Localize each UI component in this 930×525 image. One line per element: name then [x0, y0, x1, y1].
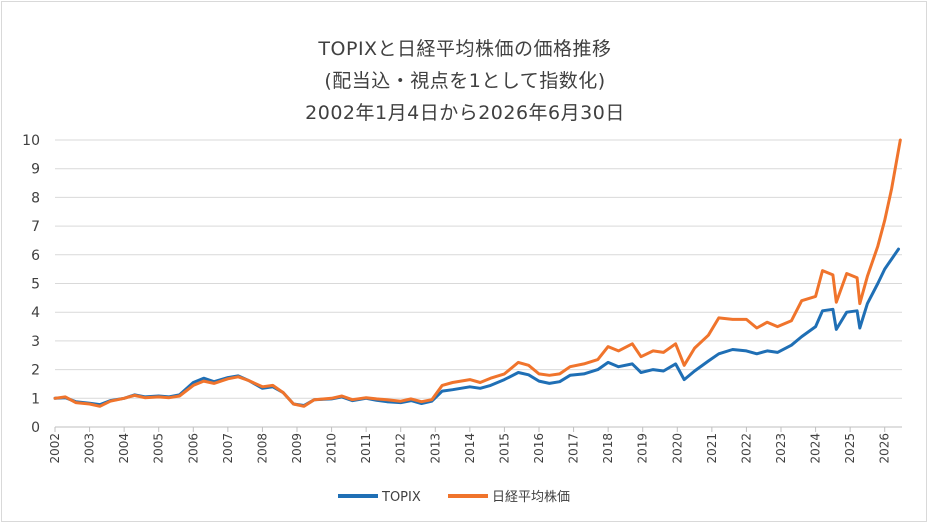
x-tick-label: 2008: [255, 433, 269, 464]
y-tick-label: 0: [31, 420, 40, 436]
x-tick-label: 2011: [359, 433, 373, 464]
x-tick-label: 2004: [117, 433, 131, 464]
x-tick-label: 2013: [428, 433, 442, 464]
x-tick-label: 2023: [774, 433, 788, 464]
y-tick-label: 4: [31, 305, 40, 321]
y-tick-label: 10: [22, 133, 40, 149]
x-tick-label: 2007: [221, 433, 235, 464]
x-tick-label: 2020: [670, 433, 684, 464]
x-tick-label: 2025: [843, 433, 857, 464]
x-tick-label: 2021: [705, 433, 719, 464]
series-line-nikkei: [53, 138, 902, 408]
x-tick-label: 2026: [878, 433, 892, 464]
x-tick-label: 2003: [83, 433, 97, 464]
chart-title-line-2: (配当込・視点を1として指数化): [324, 70, 606, 92]
y-tick-label: 6: [31, 248, 40, 264]
x-tick-label: 2018: [601, 433, 615, 464]
y-tick-label: 3: [31, 334, 40, 350]
y-tick-label: 8: [31, 190, 40, 206]
chart-title-line-3: 2002年1月4日から2026年6月30日: [305, 102, 625, 124]
legend-label-topix: TOPIX: [381, 490, 421, 505]
x-tick-label: 2022: [739, 433, 753, 464]
y-tick-label: 2: [31, 363, 40, 379]
chart-title-line-1: TOPIXと日経平均株価の価格推移: [318, 38, 612, 60]
y-tick-label: 5: [31, 277, 40, 293]
x-tick-label: 2006: [186, 433, 200, 464]
x-tick-label: 2009: [290, 433, 304, 464]
x-tick-label: 2010: [325, 433, 339, 464]
x-tick-label: 2005: [152, 433, 166, 464]
x-tick-label: 2024: [809, 433, 823, 464]
x-tick-label: 2014: [463, 433, 477, 464]
y-tick-label: 1: [31, 391, 40, 407]
x-tick-label: 2015: [497, 433, 511, 464]
x-tick-label: 2017: [567, 433, 581, 464]
y-tick-label: 9: [31, 162, 40, 178]
series-line-topix: [53, 247, 900, 407]
legend-label-nikkei: 日経平均株価: [492, 490, 570, 505]
x-tick-label: 2012: [394, 433, 408, 464]
x-tick-label: 2019: [636, 433, 650, 464]
x-tick-label: 2002: [48, 433, 62, 464]
x-tick-label: 2016: [532, 433, 546, 464]
y-tick-label: 7: [31, 219, 40, 235]
